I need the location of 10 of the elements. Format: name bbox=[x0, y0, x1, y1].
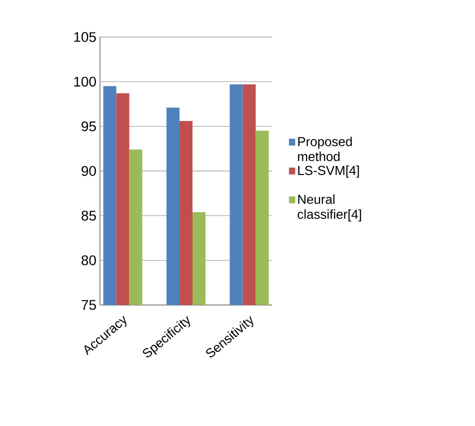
y-tick-label: 95 bbox=[82, 121, 96, 132]
y-tick-label: 90 bbox=[82, 166, 96, 176]
legend-label: LS-SVM[4] bbox=[298, 166, 359, 178]
legend-label: Proposed method bbox=[298, 136, 352, 162]
y-tick-label: 85 bbox=[82, 210, 96, 221]
y-tick-label: 100 bbox=[74, 76, 96, 87]
y-tick-label: 105 bbox=[74, 32, 96, 42]
y-tick-label: 75 bbox=[82, 300, 96, 310]
legend-label: Neural classifier[4] bbox=[298, 194, 362, 222]
y-tick-label: 80 bbox=[82, 255, 96, 266]
